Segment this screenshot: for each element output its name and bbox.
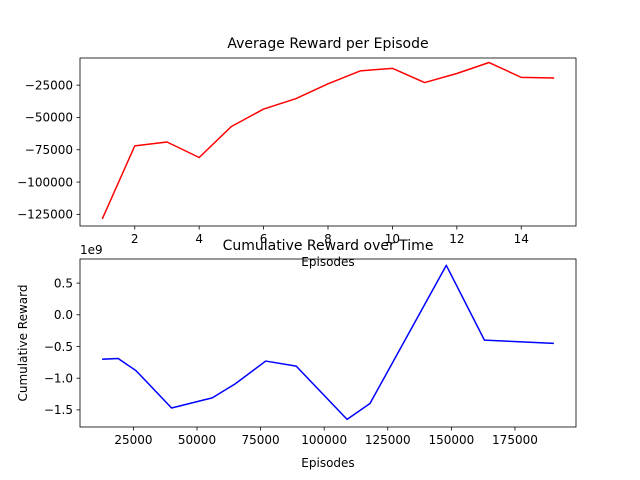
chart-1-y-tick-label-2: −0.5 [44,340,73,354]
chart-0-x-tick-label-4: 10 [385,232,400,246]
chart-0-x-tick-label-0: 2 [131,232,139,246]
chart-0-y-tick-label-2: −75000 [25,143,73,157]
chart-0-x-tick-label-2: 6 [260,232,268,246]
chart-1-y-tick-label-0: −1.5 [44,403,73,417]
chart-1-y-axis-label: Cumulative Reward [16,285,30,402]
chart-cumulative-reward: 25000 50000 75000 100000 125000 150000 175000 −… [16,238,577,470]
chart-0-x-axis-label: Episodes [301,255,354,269]
chart-0-x-tick-label-5: 12 [449,232,464,246]
chart-0-y-tick-label-0: −125000 [17,208,73,222]
chart-1-x-tick-label-3: 100000 [301,433,347,447]
chart-0-y-tick-label-3: −50000 [25,111,73,125]
chart-1-axes-frame [79,258,577,428]
chart-0-series-line-0 [101,61,555,220]
chart-1-series-line-0 [102,264,554,421]
chart-1-x-tick-label-1: 50000 [178,433,216,447]
chart-1-y-tick-label-4: 0.5 [54,276,73,290]
chart-1-x-tick-label-5: 150000 [428,433,474,447]
chart-0-x-tick-label-1: 4 [195,232,203,246]
chart-1-y-tick-label-1: −1.0 [44,371,73,385]
chart-0-x-tick-label-3: 8 [324,232,332,246]
chart-0-y-tick-label-1: −100000 [17,175,73,189]
chart-0-y-tick-label-4: −25000 [25,78,73,92]
chart-average-reward: 2 4 6 8 10 12 14 −125000 −100000 −75000 −50000 −250… [17,36,577,269]
chart-1-y-offset-label: 1e9 [80,243,103,257]
chart-1-x-tick-label-2: 75000 [242,433,280,447]
chart-1-x-tick-label-0: 25000 [114,433,152,447]
chart-1-x-axis-label: Episodes [301,456,354,470]
chart-0-title: Average Reward per Episode [227,36,428,52]
chart-1-title: Cumulative Reward over Time [223,238,434,254]
chart-1-y-tick-label-3: 0.0 [54,308,73,322]
chart-0-x-tick-label-6: 14 [514,232,529,246]
chart-1-x-tick-label-6: 175000 [492,433,538,447]
chart-1-x-tick-label-4: 125000 [365,433,411,447]
